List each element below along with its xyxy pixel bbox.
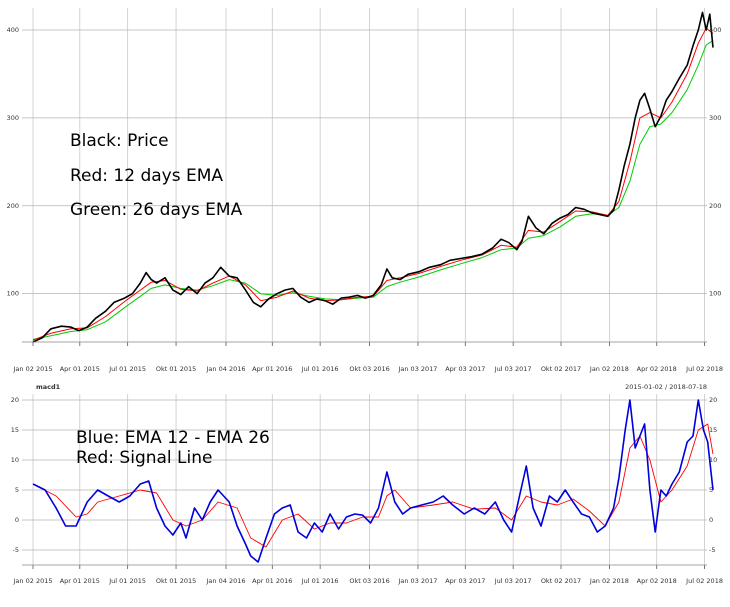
y-tick-label-left: -5: [13, 546, 19, 554]
x-tick-label: Jul 01 2015: [108, 365, 146, 373]
x-tick-label: Apr 02 2018: [637, 577, 677, 585]
x-tick-label: Jul 01 2016: [301, 365, 339, 373]
x-tick-label: Jan 02 2018: [589, 577, 629, 585]
x-tick-label: Okt 02 2017: [541, 577, 581, 585]
x-tick-label: Jul 02 2018: [685, 365, 723, 373]
x-tick-label: Apr 01 2016: [252, 365, 292, 373]
x-tick-label: Okt 01 2015: [156, 365, 196, 373]
macd-panel-title: macd1: [36, 383, 61, 391]
x-tick-label: Jan 02 2018: [589, 365, 629, 373]
top-panel-grid: [22, 8, 707, 342]
series-line-2: [32, 40, 714, 340]
x-tick-label: Jul 02 2018: [685, 577, 723, 585]
x-tick-label: Jan 03 2017: [397, 577, 437, 585]
y-tick-label-right: 400: [709, 26, 721, 34]
bottom-panel-series: [32, 399, 714, 563]
x-tick-label: Apr 03 2017: [445, 365, 485, 373]
top-panel-axes: Jan 02 2015 Apr 01 2015 Jul 01 2015 Okt 01 …: [7, 26, 723, 373]
y-tick-label-left: 20: [11, 396, 19, 404]
y-tick-label-left: 0: [15, 516, 19, 524]
legend-annotation-1: Black: Price: [70, 131, 169, 151]
x-tick-label: Okt 03 2016: [349, 365, 389, 373]
x-tick-label: Okt 01 2015: [156, 577, 196, 585]
x-tick-label: Okt 02 2017: [541, 365, 581, 373]
series-line-0: [32, 399, 714, 563]
x-tick-label: Apr 01 2015: [60, 365, 100, 373]
x-tick-label: Apr 01 2016: [252, 577, 292, 585]
legend-annotation-3: Green: 26 days EMA: [70, 200, 243, 220]
x-tick-label: Jul 01 2016: [301, 577, 339, 585]
y-tick-label-left: 200: [7, 202, 19, 210]
series-line-0: [32, 11, 714, 343]
y-tick-label-right: 0: [709, 516, 713, 524]
y-tick-label-left: 5: [15, 486, 19, 494]
y-tick-label-right: 15: [709, 426, 717, 434]
x-tick-label: Apr 02 2018: [637, 365, 677, 373]
y-tick-label-right: -5: [709, 546, 715, 554]
y-tick-label-right: 5: [709, 486, 713, 494]
y-tick-label-right: 10: [709, 456, 717, 464]
x-tick-label: Jan 04 2016: [206, 365, 246, 373]
x-tick-label: Jan 03 2017: [397, 365, 437, 373]
y-tick-label-left: 100: [7, 290, 19, 298]
bottom-panel-grid: [22, 394, 707, 565]
macd-panel-date-range: 2015-01-02 / 2018-07-18: [625, 383, 707, 391]
x-tick-label: Okt 03 2016: [349, 577, 389, 585]
y-tick-label-right: 300: [709, 114, 721, 122]
x-tick-label: Apr 01 2015: [60, 577, 100, 585]
y-tick-label-right: 200: [709, 202, 721, 210]
legend-annotation-4: Blue: EMA 12 - EMA 26: [76, 428, 270, 448]
x-tick-label: Jul 03 2017: [494, 365, 532, 373]
x-tick-label: Apr 03 2017: [445, 577, 485, 585]
y-tick-label-left: 10: [11, 456, 19, 464]
x-tick-label: Jul 03 2017: [494, 577, 532, 585]
y-tick-label-left: 300: [7, 114, 19, 122]
top-panel: Jan 02 2015 Apr 01 2015 Jul 01 2015 Okt 01 …: [7, 8, 723, 373]
x-tick-label: Jan 04 2016: [206, 577, 246, 585]
x-tick-label: Jan 02 2015: [13, 577, 53, 585]
legend-annotation-5: Red: Signal Line: [76, 448, 212, 468]
y-tick-label-right: 100: [709, 290, 721, 298]
legend-annotation-2: Red: 12 days EMA: [70, 166, 223, 186]
y-tick-label-left: 400: [7, 26, 19, 34]
bottom-panel: macd1 2015-01-02 / 2018-07-18 Jan 02 201…: [11, 383, 723, 585]
y-tick-label-right: 20: [709, 396, 717, 404]
x-tick-label: Jul 01 2015: [108, 577, 146, 585]
top-panel-series: [32, 11, 714, 343]
y-tick-label-left: 15: [11, 426, 19, 434]
bottom-panel-axes: Jan 02 2015 Apr 01 2015 Jul 01 2015 Okt 01 …: [11, 396, 723, 585]
x-tick-label: Jan 02 2015: [13, 365, 53, 373]
